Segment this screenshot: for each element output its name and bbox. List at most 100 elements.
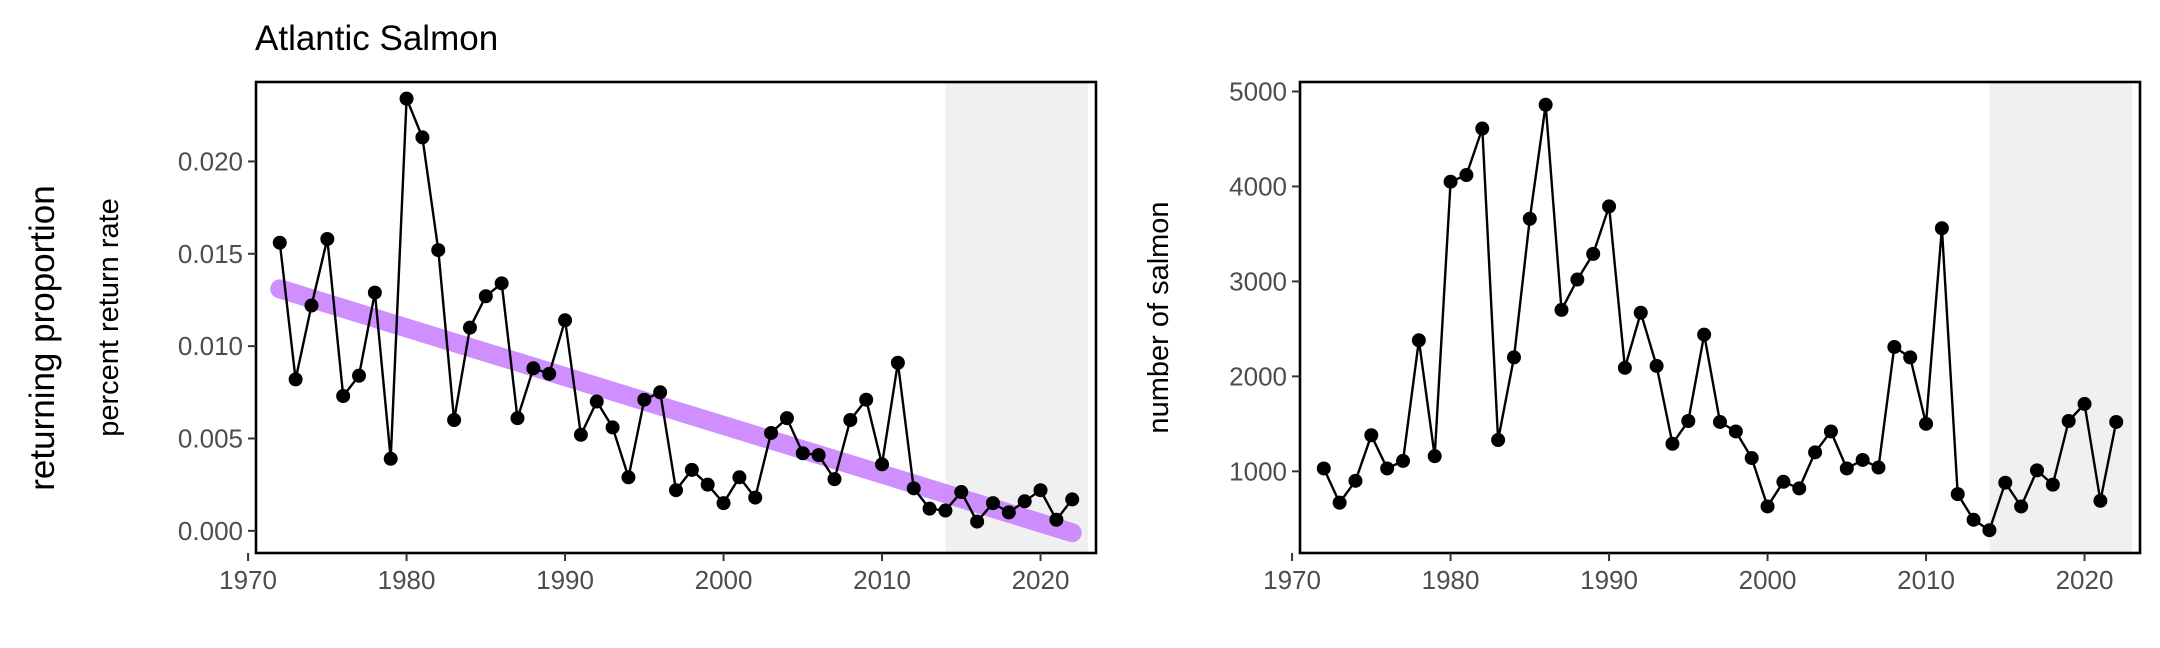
data-point [2014,499,2029,514]
x-tick-label: 1990 [1580,565,1638,595]
y-tick-label: 0.005 [178,423,243,453]
data-point [1665,436,1680,451]
data-point [1903,350,1918,365]
data-point [811,448,826,463]
data-point [415,130,430,145]
data-point [1713,414,1727,429]
data-point [1681,414,1696,429]
data-point [1348,473,1363,488]
data-point [827,472,842,487]
data-point [922,501,937,516]
data-point [859,392,874,407]
y-tick-label: 4000 [1229,171,1287,201]
data-point [2029,463,2044,478]
data-point [1049,512,1064,527]
data-point [1617,360,1632,375]
data-point [462,320,477,335]
data-point [383,451,398,466]
data-point [494,276,509,291]
data-point [795,446,810,461]
data-point [447,413,462,428]
data-point [2109,414,2124,429]
data-point [2061,414,2076,429]
x-tick-label: 2010 [853,565,911,595]
data-point [1649,358,1664,373]
data-point [1316,461,1331,476]
y-tick-label: 3000 [1229,266,1287,296]
data-point [875,457,890,472]
data-point [1538,97,1553,112]
y-tick-label: 0.020 [178,146,243,176]
data-point [1728,424,1743,439]
y-tick-label: 0.015 [178,239,243,269]
data-point [272,235,287,250]
data-point [1522,211,1537,226]
data-point [589,394,604,409]
data-point [1792,481,1807,496]
data-point [1586,246,1601,261]
data-point [1950,487,1965,502]
data-point [1506,350,1521,365]
data-point [2077,396,2092,411]
data-point [985,496,1000,511]
data-point [1919,416,1934,431]
data-point [890,355,905,370]
data-point [1411,333,1426,348]
data-point [1427,449,1442,464]
y-tick-label: 0.010 [178,331,243,361]
trend-line [270,279,1082,543]
data-point [304,298,319,313]
data-point [653,385,668,400]
outer-y-label: returning proportion [23,185,62,490]
panel-border [254,80,1098,555]
data-point [1823,424,1838,439]
data-point [526,361,541,376]
data-point [954,485,969,500]
y-axis-title: percent return rate [93,198,125,437]
data-point [938,503,953,518]
shaded-region [1989,82,2133,553]
data-point [716,496,731,511]
data-point [399,91,414,106]
data-point [843,413,858,428]
data-point [1855,452,1870,467]
data-point [1380,461,1395,476]
data-point [732,470,747,485]
y-axis-title: number of salmon [1143,201,1175,433]
data-point [1966,512,1981,527]
data-point [478,289,493,304]
x-tick-label: 2010 [1897,565,1955,595]
data-point [573,427,588,442]
panel-border [1298,80,2142,555]
x-tick-label: 2020 [1012,565,1070,595]
data-point [352,368,367,383]
data-point [431,243,446,258]
data-point [542,366,557,381]
data-point [1065,492,1080,507]
data-point [1982,523,1997,538]
data-point [779,411,794,426]
data-point [1396,453,1411,468]
data-point [288,372,303,387]
data-point [1443,174,1458,189]
data-point [621,470,636,485]
x-tick-label: 1980 [378,565,436,595]
panel-return-rate: 1970 1980 1990 2000 2010 2020 0.000 0.005 0.010 0… [93,80,1098,595]
data-point [1554,302,1569,317]
data-point [510,411,525,426]
data-point [1017,494,1032,509]
data-point [970,514,985,529]
data-point [1364,428,1379,443]
data-point [669,483,683,498]
shaded-region [945,82,1089,553]
data-point [637,392,652,407]
data-point [1332,495,1347,510]
data-point [1033,483,1048,498]
y-tick-label: 2000 [1229,361,1287,391]
x-tick-label: 1990 [536,565,594,595]
data-point [320,232,335,246]
data-point [1633,305,1648,320]
data-point [764,425,779,440]
y-tick-label: 5000 [1229,76,1287,106]
